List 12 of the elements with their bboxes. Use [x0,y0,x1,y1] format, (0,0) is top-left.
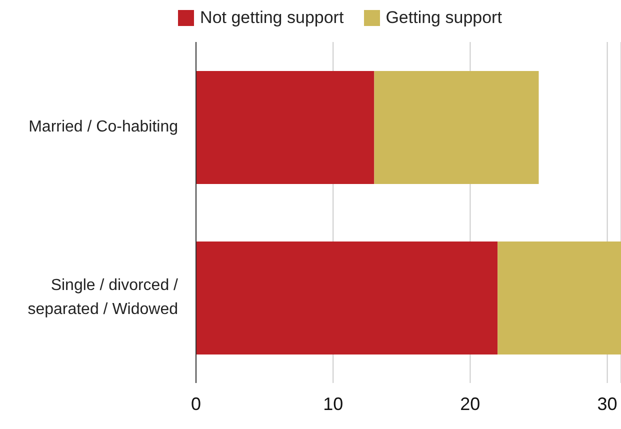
legend-label: Not getting support [200,8,344,28]
bar [374,70,539,184]
legend-label: Getting support [386,8,502,28]
bar [498,241,621,354]
x-tick-label: 10 [323,394,344,414]
bar [196,241,498,354]
y-tick-label: Married / Co-habiting [28,118,178,136]
y-tick-label: Single / divorced / separated / Widowed [28,276,179,318]
x-tick-label: 0 [190,394,202,414]
x-tick-label: 20 [460,394,480,414]
bar [196,70,374,184]
x-tick-label: 30 [597,394,618,414]
